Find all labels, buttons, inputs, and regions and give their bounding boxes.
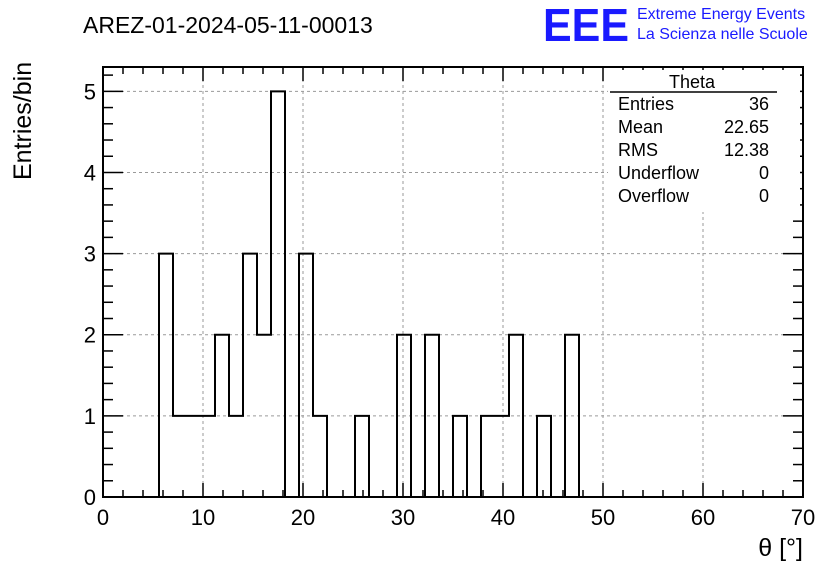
- y-tick-labels: 0 1 2 3 4 5: [84, 79, 96, 510]
- y-tick-label: 5: [84, 79, 96, 104]
- x-tick-label: 0: [97, 505, 109, 530]
- x-tick-label: 10: [191, 505, 215, 530]
- stats-row-value: 0: [759, 163, 769, 183]
- y-tick-label: 4: [84, 160, 96, 185]
- stats-row-label: Underflow: [618, 163, 700, 183]
- stats-row-value: 12.38: [724, 140, 769, 160]
- logo-line2: La Scienza nelle Scuole: [637, 26, 808, 43]
- x-tick-label: 50: [591, 505, 615, 530]
- stats-row-label: RMS: [618, 140, 658, 160]
- stats-row-label: Overflow: [618, 186, 690, 206]
- chart-title: AREZ-01-2024-05-11-00013: [83, 12, 373, 38]
- stats-box-title: Theta: [669, 72, 716, 92]
- stats-row-value: 22.65: [724, 117, 769, 137]
- x-axis-label: θ [°]: [758, 534, 803, 562]
- x-tick-label: 70: [791, 505, 815, 530]
- logo-line1: Extreme Energy Events: [637, 6, 805, 23]
- stats-box: Theta Entries 36 Mean 22.65 RMS 12.38 Underflo…: [608, 70, 800, 212]
- x-tick-label: 40: [491, 505, 515, 530]
- stats-box-background: [608, 70, 800, 212]
- y-tick-label: 0: [84, 485, 96, 510]
- plot-frame: [102, 66, 804, 498]
- x-tick-label: 20: [291, 505, 315, 530]
- y-tick-label: 3: [84, 242, 96, 267]
- x-tick-label: 30: [391, 505, 415, 530]
- y-tick-label: 2: [84, 323, 96, 348]
- y-axis-label: Entries/bin: [9, 62, 37, 180]
- logo-mark: EEE: [543, 0, 629, 51]
- y-tick-label: 1: [84, 404, 96, 429]
- x-tick-label: 60: [691, 505, 715, 530]
- stats-row-value: 0: [759, 186, 769, 206]
- stats-row-value: 36: [749, 94, 769, 114]
- stats-row-label: Mean: [618, 117, 663, 137]
- stats-rows: Entries 36 Mean 22.65 RMS 12.38 Underflow 0 Over…: [618, 94, 769, 206]
- stats-row-label: Entries: [618, 94, 674, 114]
- eee-logo: EEE Extreme Energy Events La Scienza nel…: [543, 0, 808, 51]
- x-tick-labels: 0 10 20 30 40 50 60 70: [97, 505, 815, 530]
